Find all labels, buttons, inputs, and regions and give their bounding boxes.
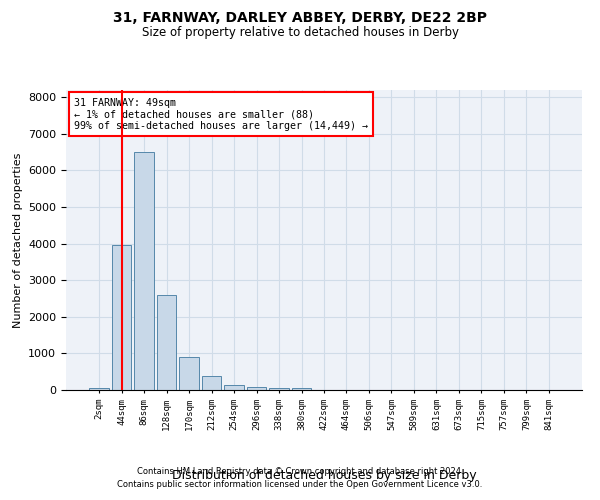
Text: 31 FARNWAY: 49sqm
← 1% of detached houses are smaller (88)
99% of semi-detached : 31 FARNWAY: 49sqm ← 1% of detached house… — [74, 98, 368, 130]
Bar — [292, 388, 311, 390]
Bar — [247, 388, 266, 390]
Bar — [157, 295, 176, 390]
Bar — [224, 384, 244, 390]
Y-axis label: Number of detached properties: Number of detached properties — [13, 152, 23, 328]
X-axis label: Distribution of detached houses by size in Derby: Distribution of detached houses by size … — [172, 469, 476, 482]
Bar — [112, 246, 131, 390]
Bar — [269, 388, 289, 390]
Text: Contains public sector information licensed under the Open Government Licence v3: Contains public sector information licen… — [118, 480, 482, 489]
Text: 31, FARNWAY, DARLEY ABBEY, DERBY, DE22 2BP: 31, FARNWAY, DARLEY ABBEY, DERBY, DE22 2… — [113, 11, 487, 25]
Bar — [89, 388, 109, 390]
Text: Contains HM Land Registry data © Crown copyright and database right 2024.: Contains HM Land Registry data © Crown c… — [137, 467, 463, 476]
Text: Size of property relative to detached houses in Derby: Size of property relative to detached ho… — [142, 26, 458, 39]
Bar — [202, 376, 221, 390]
Bar — [134, 152, 154, 390]
Bar — [179, 357, 199, 390]
